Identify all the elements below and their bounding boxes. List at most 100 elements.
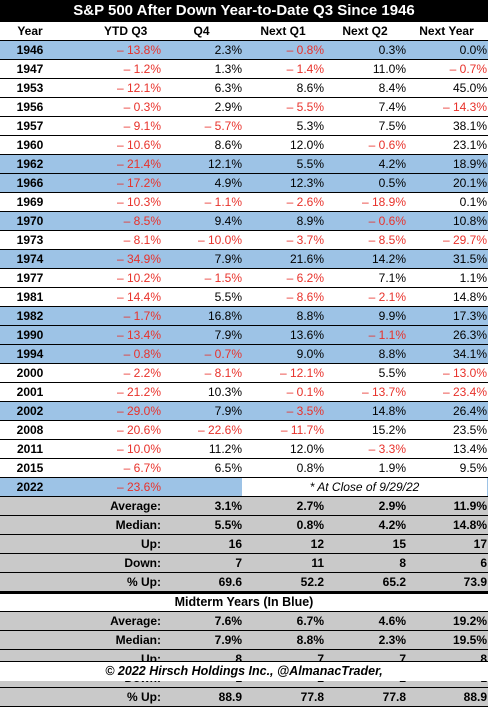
next-q1-cell: – 6.2% xyxy=(286,271,324,285)
next-year-cell: 14.8% xyxy=(452,290,487,304)
table-row: 2015 – 6.7% 6.5% 0.8% 1.9% 9.5% xyxy=(0,459,488,478)
next-q1-cell: 8.8% xyxy=(296,309,324,323)
next-q1-cell: – 0.8% xyxy=(286,43,324,57)
close-date-note: * At Close of 9/29/22 xyxy=(242,478,487,496)
summary-value: 7.9% xyxy=(214,633,242,647)
next-year-cell: 45.0% xyxy=(452,81,487,95)
summary-value: 0.8% xyxy=(296,518,324,532)
q4-cell: 7.9% xyxy=(214,328,242,342)
ytd-q3-cell: – 6.7% xyxy=(123,461,161,475)
ytd-q3-cell: – 1.7% xyxy=(123,309,161,323)
summary-label: Average: xyxy=(110,614,161,628)
year-cell: 1957 xyxy=(16,119,44,133)
next-q1-cell: – 3.5% xyxy=(286,404,324,418)
q4-cell: 1.3% xyxy=(214,62,242,76)
summary-value: 7 xyxy=(399,652,406,666)
next-q2-cell: 9.9% xyxy=(378,309,406,323)
table-row: 1953 – 12.1% 6.3% 8.6% 8.4% 45.0% xyxy=(0,79,488,98)
next-q2-cell: 7.4% xyxy=(378,100,406,114)
ytd-q3-cell: – 1.2% xyxy=(123,62,161,76)
year-cell: 1977 xyxy=(16,271,44,285)
ytd-q3-cell: – 0.8% xyxy=(123,347,161,361)
table-row: 1977 – 10.2% – 1.5% – 6.2% 7.1% 1.1% xyxy=(0,269,488,288)
ytd-q3-cell: – 8.5% xyxy=(123,214,161,228)
next-year-cell: – 29.7% xyxy=(442,233,487,247)
year-cell: 2011 xyxy=(16,442,44,456)
header-q4: Q4 xyxy=(193,24,210,38)
next-q1-cell: 5.3% xyxy=(296,119,324,133)
next-q1-cell: 13.6% xyxy=(289,328,324,342)
summary-row: Median: 5.5% 0.8% 4.2% 14.8% xyxy=(0,516,488,535)
next-year-cell: 34.1% xyxy=(452,347,487,361)
summary-value: 65.2 xyxy=(382,575,406,589)
summary-value: 7 xyxy=(235,556,242,570)
table-row: 1946 – 13.8% 2.3% – 0.8% 0.3% 0.0% xyxy=(0,41,488,60)
summary-label: Median: xyxy=(115,633,161,647)
year-cell: 2008 xyxy=(16,423,44,437)
summary-value: 4.2% xyxy=(378,518,406,532)
table-row: 2022 – 23.6% * At Close of 9/29/22 xyxy=(0,478,488,497)
next-q2-cell: – 8.5% xyxy=(368,233,406,247)
next-q1-cell: 8.9% xyxy=(296,214,324,228)
summary-row: % Up: 88.9 77.8 77.8 88.9 xyxy=(0,688,488,707)
next-q2-cell: – 3.3% xyxy=(368,442,406,456)
next-q2-cell: 0.3% xyxy=(378,43,406,57)
next-q1-cell: 0.8% xyxy=(296,461,324,475)
ytd-q3-cell: – 12.1% xyxy=(116,81,161,95)
next-q1-cell: – 1.4% xyxy=(286,62,324,76)
next-year-cell: 23.1% xyxy=(452,138,487,152)
q4-cell: 4.9% xyxy=(214,176,242,190)
ytd-q3-cell: – 9.1% xyxy=(123,119,161,133)
next-q2-cell: 8.4% xyxy=(378,81,406,95)
ytd-q3-cell: – 10.6% xyxy=(116,138,161,152)
summary-label: Average: xyxy=(110,499,161,513)
summary-label: % Up: xyxy=(127,690,161,704)
table-row: 1966 – 17.2% 4.9% 12.3% 0.5% 20.1% xyxy=(0,174,488,193)
table-row: 1981 – 14.4% 5.5% – 8.6% – 2.1% 14.8% xyxy=(0,288,488,307)
summary-row: Average: 7.6% 6.7% 4.6% 19.2% xyxy=(0,612,488,631)
table-title: S&P 500 After Down Year-to-Date Q3 Since… xyxy=(0,0,488,22)
ytd-q3-cell: – 13.8% xyxy=(116,43,161,57)
next-q1-cell: – 0.1% xyxy=(286,385,324,399)
summary-value: 12 xyxy=(310,537,324,551)
ytd-q3-cell: – 13.4% xyxy=(116,328,161,342)
summary-row: Average: 3.1% 2.7% 2.9% 11.9% xyxy=(0,497,488,516)
summary-row: Median: 7.9% 8.8% 2.3% 19.5% xyxy=(0,631,488,650)
next-q2-cell: 8.8% xyxy=(378,347,406,361)
table-row: 1994 – 0.8% – 0.7% 9.0% 8.8% 34.1% xyxy=(0,345,488,364)
q4-cell: 10.3% xyxy=(207,385,242,399)
next-year-cell: 9.5% xyxy=(459,461,487,475)
year-cell: 1990 xyxy=(16,328,44,342)
table-row: 2000 – 2.2% – 8.1% – 12.1% 5.5% – 13.0% xyxy=(0,364,488,383)
header-next-year: Next Year xyxy=(419,24,474,38)
summary-label: Median: xyxy=(115,518,161,532)
summary-value: 52.2 xyxy=(300,575,324,589)
next-q1-cell: – 5.5% xyxy=(286,100,324,114)
midterm-section-title: Midterm Years (In Blue) xyxy=(0,592,488,612)
next-year-cell: 13.4% xyxy=(452,442,487,456)
next-q1-cell: 12.0% xyxy=(289,138,324,152)
next-q1-cell: 5.5% xyxy=(296,157,324,171)
summary-row: Up: 16 12 15 17 xyxy=(0,535,488,554)
ytd-q3-cell: – 34.9% xyxy=(116,252,161,266)
ytd-q3-cell: – 29.0% xyxy=(116,404,161,418)
ytd-q3-cell: – 10.2% xyxy=(116,271,161,285)
next-q1-cell: – 11.7% xyxy=(280,423,324,437)
next-q1-cell: – 2.6% xyxy=(286,195,324,209)
summary-value: 77.8 xyxy=(382,690,406,704)
ytd-q3-cell: – 8.1% xyxy=(123,233,161,247)
summary-value: 2.3% xyxy=(378,633,406,647)
year-cell: 1960 xyxy=(16,138,44,152)
summary-value: 2.9% xyxy=(378,499,406,513)
next-q2-cell: – 1.1% xyxy=(368,328,406,342)
year-cell: 1953 xyxy=(16,81,44,95)
next-year-cell: 0.1% xyxy=(459,195,487,209)
q4-cell: 9.4% xyxy=(214,214,242,228)
table-row: 2011 – 10.0% 11.2% 12.0% – 3.3% 13.4% xyxy=(0,440,488,459)
next-q1-cell: 12.3% xyxy=(289,176,324,190)
copyright-footer: © 2022 Hirsch Holdings Inc., @AlmanacTra… xyxy=(0,661,488,681)
header-next-q2: Next Q2 xyxy=(342,24,388,38)
next-year-cell: 38.1% xyxy=(452,119,487,133)
ytd-q3-cell: – 21.4% xyxy=(116,157,161,171)
